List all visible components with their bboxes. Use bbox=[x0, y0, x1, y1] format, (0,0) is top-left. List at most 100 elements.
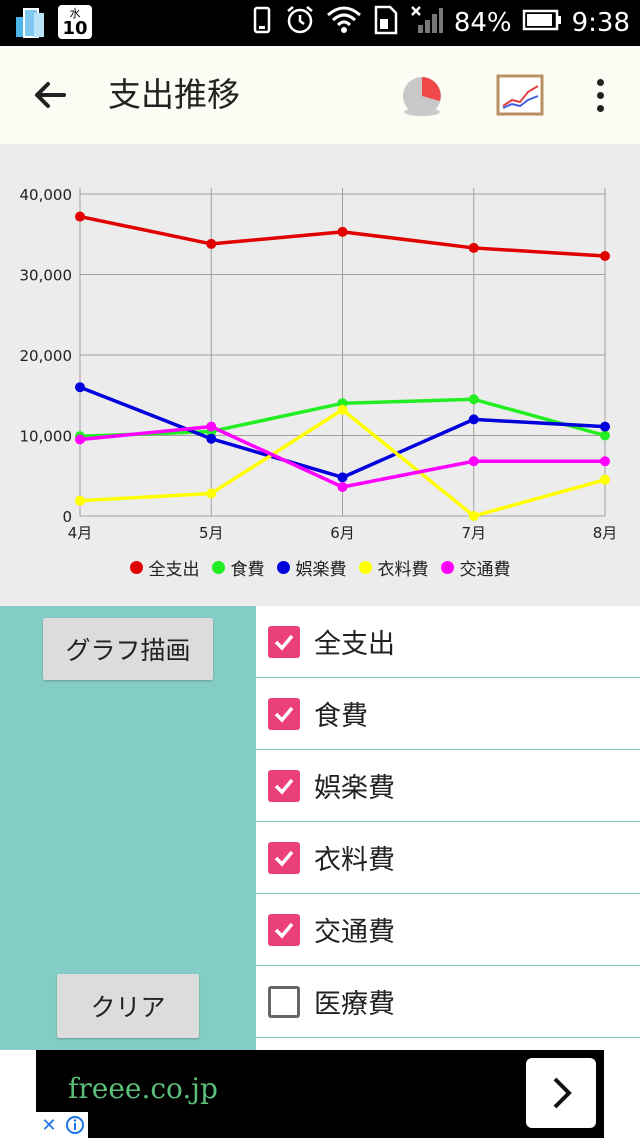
data-point bbox=[206, 421, 217, 432]
legend-item: 衣料費 bbox=[358, 555, 429, 580]
data-point bbox=[75, 434, 85, 445]
data-point bbox=[337, 226, 348, 237]
data-point bbox=[468, 511, 479, 521]
ad-text[interactable]: freee.co.jp bbox=[68, 1072, 218, 1105]
category-checkbox[interactable] bbox=[268, 769, 300, 802]
x-tick-label: 8月 bbox=[593, 524, 618, 542]
category-row[interactable]: 娯楽費 bbox=[256, 750, 640, 822]
data-point bbox=[75, 382, 85, 393]
data-point bbox=[337, 472, 348, 483]
category-list: 全支出食費娯楽費衣料費交通費医療費 bbox=[256, 606, 640, 1050]
expense-trend-chart: 0 10,000 20,000 30,000 40,000 4月 5月 6月 7月 8月 全支出 食… bbox=[0, 144, 640, 606]
legend-label: 娯楽費 bbox=[295, 559, 347, 580]
data-point bbox=[468, 456, 479, 467]
calendar-icon: 水 10 bbox=[58, 5, 92, 39]
battery-percent: 84% bbox=[453, 8, 512, 38]
close-icon[interactable]: ✕ bbox=[41, 1114, 57, 1136]
data-point bbox=[468, 414, 479, 425]
data-point bbox=[75, 495, 85, 506]
clear-button[interactable]: クリア bbox=[57, 974, 199, 1038]
signal-icon bbox=[410, 5, 444, 42]
y-tick-label: 30,000 bbox=[20, 267, 73, 285]
legend-item: 全支出 bbox=[129, 555, 200, 580]
chart-legend: 全支出 食費 娯楽費 衣料費 交通費 bbox=[0, 552, 640, 582]
pie-chart-icon[interactable] bbox=[398, 72, 446, 120]
vibrate-icon bbox=[250, 5, 274, 42]
legend-dot bbox=[440, 560, 454, 574]
category-checkbox[interactable] bbox=[268, 985, 300, 1018]
page-title: 支出推移 bbox=[108, 75, 240, 114]
info-icon[interactable] bbox=[62, 1112, 88, 1138]
legend-label: 食費 bbox=[230, 559, 265, 580]
legend-label: 全支出 bbox=[148, 559, 200, 580]
control-panel: グラフ描画 クリア bbox=[0, 606, 256, 1050]
category-row[interactable]: 食費 bbox=[256, 678, 640, 750]
check-icon bbox=[274, 634, 294, 651]
legend-dot bbox=[358, 560, 372, 574]
legend-item: 交通費 bbox=[440, 555, 511, 580]
category-label: 医療費 bbox=[314, 989, 395, 1020]
legend-label: 衣料費 bbox=[377, 559, 429, 580]
arrow-left-icon[interactable] bbox=[28, 70, 72, 120]
app-toolbar: 支出推移 bbox=[0, 46, 640, 144]
data-point bbox=[337, 404, 348, 415]
battery-icon bbox=[522, 8, 562, 39]
phone-storage-icon bbox=[14, 5, 46, 39]
more-vert-icon[interactable] bbox=[582, 70, 618, 120]
y-tick-label: 40,000 bbox=[20, 186, 73, 204]
category-checkbox[interactable] bbox=[268, 697, 300, 730]
draw-graph-button[interactable]: グラフ描画 bbox=[43, 618, 213, 680]
calendar-day: 水 bbox=[69, 7, 81, 20]
wifi-icon bbox=[326, 5, 362, 42]
y-tick-label: 10,000 bbox=[20, 428, 73, 446]
category-row[interactable]: 全支出 bbox=[256, 606, 640, 678]
legend-dot bbox=[129, 560, 143, 574]
legend-item: 娯楽費 bbox=[276, 555, 347, 580]
legend-dot bbox=[276, 560, 290, 574]
check-icon bbox=[274, 706, 294, 723]
calendar-date: 10 bbox=[62, 18, 88, 39]
line-chart-icon[interactable] bbox=[496, 74, 544, 118]
x-tick-label: 5月 bbox=[199, 524, 224, 542]
y-tick-label: 0 bbox=[62, 508, 72, 526]
category-checkbox[interactable] bbox=[268, 625, 300, 658]
y-tick-label: 20,000 bbox=[20, 347, 73, 365]
data-point bbox=[206, 238, 217, 249]
x-tick-label: 7月 bbox=[461, 524, 486, 542]
x-tick-label: 6月 bbox=[330, 524, 355, 542]
data-point bbox=[600, 474, 610, 485]
x-tick-label: 4月 bbox=[68, 524, 93, 542]
data-point bbox=[600, 456, 610, 467]
data-point bbox=[600, 430, 610, 441]
data-point bbox=[600, 421, 610, 432]
chevron-right-icon[interactable] bbox=[526, 1058, 596, 1128]
legend-item: 食費 bbox=[211, 555, 265, 580]
category-label: 食費 bbox=[314, 701, 368, 732]
data-point bbox=[468, 242, 479, 253]
ad-choices[interactable]: ✕ bbox=[36, 1112, 88, 1138]
data-point bbox=[468, 394, 479, 405]
data-point bbox=[75, 211, 85, 222]
data-point bbox=[206, 433, 217, 444]
check-icon bbox=[274, 922, 294, 939]
clock: 9:38 bbox=[571, 8, 630, 38]
category-checkbox[interactable] bbox=[268, 841, 300, 874]
data-point bbox=[206, 488, 217, 499]
ad-banner[interactable]: freee.co.jp bbox=[36, 1050, 604, 1138]
check-icon bbox=[274, 850, 294, 867]
category-row[interactable]: 交通費 bbox=[256, 894, 640, 966]
alarm-icon bbox=[284, 4, 316, 43]
check-icon bbox=[274, 778, 294, 795]
category-row[interactable]: 医療費 bbox=[256, 966, 640, 1038]
category-row[interactable]: 衣料費 bbox=[256, 822, 640, 894]
data-point bbox=[337, 482, 348, 493]
category-label: 衣料費 bbox=[314, 845, 395, 876]
line-chart: 0 10,000 20,000 30,000 40,000 4月 5月 6月 7月 8月 bbox=[20, 186, 618, 542]
category-label: 全支出 bbox=[314, 629, 395, 660]
legend-label: 交通費 bbox=[459, 559, 511, 580]
status-bar: 水 10 84% 9:38 bbox=[0, 0, 640, 46]
category-label: 交通費 bbox=[314, 917, 395, 948]
category-checkbox[interactable] bbox=[268, 913, 300, 946]
data-point bbox=[600, 250, 610, 261]
category-label: 娯楽費 bbox=[314, 773, 395, 804]
